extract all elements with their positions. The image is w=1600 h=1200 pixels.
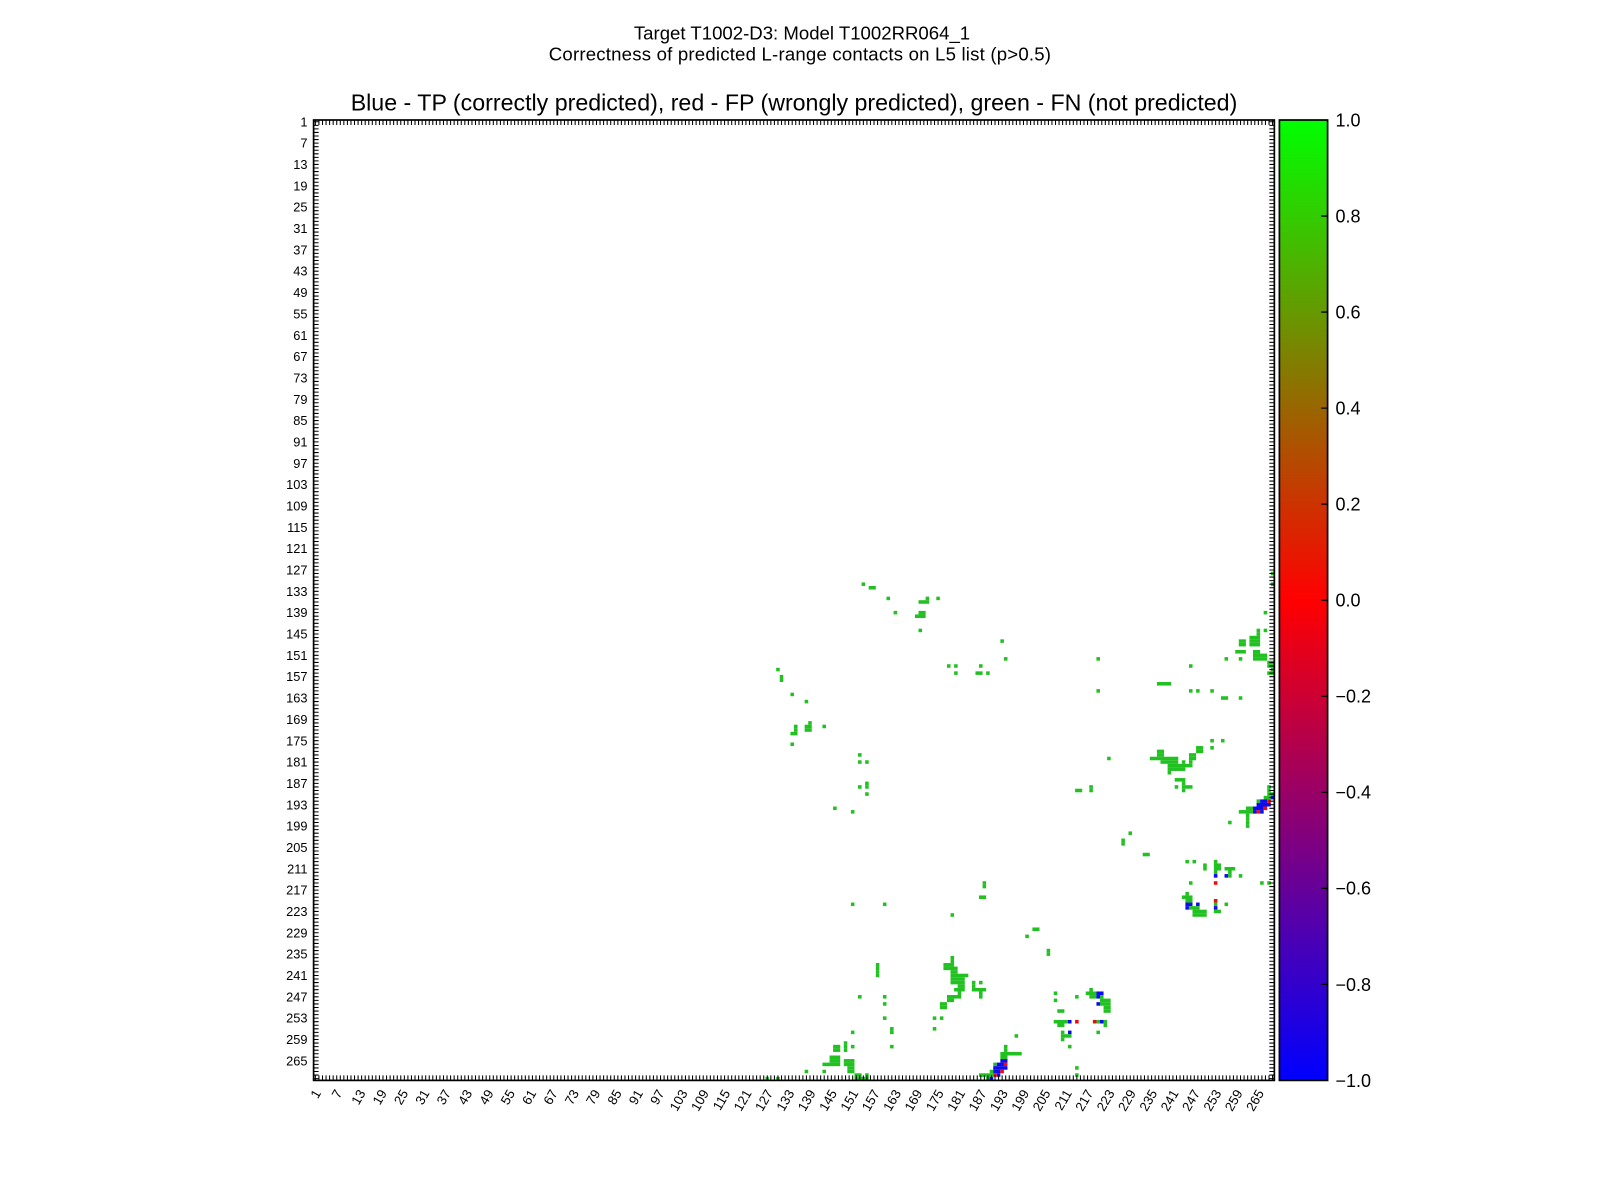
- svg-text:205: 205: [286, 840, 307, 855]
- svg-text:247: 247: [286, 989, 307, 1004]
- svg-text:19: 19: [293, 178, 307, 193]
- svg-text:199: 199: [286, 819, 307, 834]
- svg-text:79: 79: [293, 392, 307, 407]
- svg-text:25: 25: [293, 200, 307, 215]
- svg-text:−0.8: −0.8: [1336, 975, 1372, 995]
- svg-text:37: 37: [293, 242, 307, 257]
- svg-text:−1.0: −1.0: [1336, 1071, 1372, 1091]
- svg-text:31: 31: [293, 221, 307, 236]
- svg-text:13: 13: [348, 1087, 368, 1107]
- svg-text:241: 241: [286, 968, 307, 983]
- svg-text:7: 7: [300, 136, 307, 151]
- svg-text:187: 187: [286, 776, 307, 791]
- svg-text:91: 91: [626, 1087, 646, 1107]
- svg-text:127: 127: [286, 563, 307, 578]
- svg-text:37: 37: [434, 1087, 454, 1107]
- svg-text:85: 85: [604, 1087, 624, 1107]
- svg-text:−0.2: −0.2: [1336, 687, 1372, 707]
- svg-text:217: 217: [286, 883, 307, 898]
- svg-text:175: 175: [286, 733, 307, 748]
- svg-text:121: 121: [286, 541, 307, 556]
- svg-text:73: 73: [293, 370, 307, 385]
- svg-text:229: 229: [286, 925, 307, 940]
- svg-text:97: 97: [647, 1087, 667, 1107]
- svg-text:79: 79: [583, 1087, 603, 1107]
- svg-text:67: 67: [293, 349, 307, 364]
- svg-text:Target T1002-D3: Model T1002RR: Target T1002-D3: Model T1002RR064_1: [634, 23, 970, 45]
- svg-text:49: 49: [476, 1087, 496, 1107]
- svg-text:151: 151: [286, 648, 307, 663]
- svg-text:223: 223: [286, 904, 307, 919]
- svg-text:181: 181: [286, 755, 307, 770]
- svg-text:253: 253: [286, 1011, 307, 1026]
- svg-text:19: 19: [370, 1087, 390, 1107]
- svg-text:0.4: 0.4: [1336, 399, 1361, 419]
- svg-text:85: 85: [293, 413, 307, 428]
- svg-text:1.0: 1.0: [1336, 110, 1361, 130]
- svg-text:235: 235: [286, 947, 307, 962]
- svg-text:43: 43: [455, 1087, 475, 1107]
- svg-text:25: 25: [391, 1087, 411, 1107]
- svg-text:91: 91: [293, 434, 307, 449]
- svg-text:163: 163: [286, 691, 307, 706]
- svg-text:73: 73: [562, 1087, 582, 1107]
- svg-text:0.2: 0.2: [1336, 495, 1361, 515]
- svg-text:259: 259: [286, 1032, 307, 1047]
- svg-text:49: 49: [293, 285, 307, 300]
- svg-text:97: 97: [293, 456, 307, 471]
- svg-text:13: 13: [293, 157, 307, 172]
- svg-text:157: 157: [286, 669, 307, 684]
- svg-text:0.8: 0.8: [1336, 206, 1361, 226]
- svg-text:67: 67: [540, 1087, 560, 1107]
- svg-text:61: 61: [293, 328, 307, 343]
- svg-text:55: 55: [498, 1087, 518, 1107]
- svg-text:Blue - TP (correctly predicted: Blue - TP (correctly predicted), red - F…: [351, 90, 1238, 116]
- svg-text:43: 43: [293, 264, 307, 279]
- svg-text:−0.6: −0.6: [1336, 879, 1372, 899]
- svg-text:139: 139: [286, 605, 307, 620]
- svg-text:265: 265: [286, 1053, 307, 1068]
- svg-text:0.0: 0.0: [1336, 591, 1361, 611]
- svg-text:0.6: 0.6: [1336, 302, 1361, 322]
- svg-text:Correctness of predicted L-ran: Correctness of predicted L-range contact…: [549, 44, 1051, 65]
- svg-text:211: 211: [287, 861, 307, 876]
- svg-text:−0.4: −0.4: [1336, 783, 1372, 803]
- svg-text:169: 169: [286, 712, 307, 727]
- svg-text:61: 61: [519, 1087, 539, 1107]
- svg-text:193: 193: [286, 797, 307, 812]
- svg-text:145: 145: [286, 627, 307, 642]
- svg-text:55: 55: [293, 306, 307, 321]
- svg-text:115: 115: [287, 520, 307, 535]
- svg-text:133: 133: [286, 584, 307, 599]
- svg-text:109: 109: [286, 498, 307, 513]
- svg-text:1: 1: [300, 114, 307, 129]
- svg-text:31: 31: [412, 1087, 432, 1107]
- svg-text:103: 103: [286, 477, 307, 492]
